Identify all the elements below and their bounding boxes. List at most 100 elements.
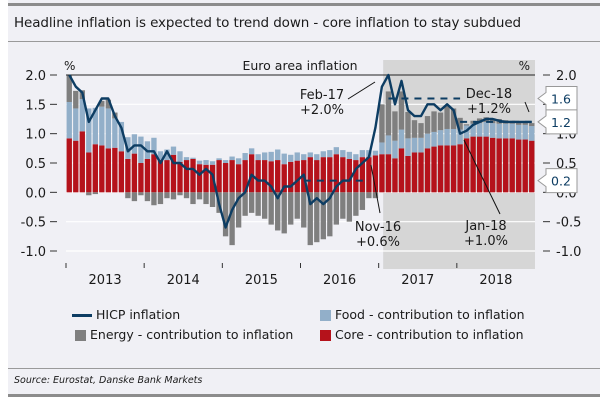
bar-core bbox=[431, 146, 437, 193]
bar-core bbox=[288, 161, 294, 193]
bar-energy bbox=[105, 99, 112, 109]
bar-food bbox=[92, 107, 98, 145]
y-tick-label-right: -1.0 bbox=[556, 245, 581, 260]
bar-core bbox=[190, 158, 196, 193]
legend-item-core: Core - contribution to inflation bbox=[320, 327, 524, 342]
bar-energy bbox=[144, 192, 151, 202]
x-tick-label: 2016 bbox=[323, 273, 356, 288]
bar-energy bbox=[281, 192, 287, 234]
legend-label: Core - contribution to inflation bbox=[335, 327, 524, 342]
bar-food bbox=[164, 149, 170, 161]
bar-core bbox=[327, 157, 333, 193]
annotation-dec18-value: +1.2% bbox=[467, 102, 511, 117]
bar-food bbox=[281, 153, 287, 165]
bar-energy bbox=[516, 121, 522, 125]
bar-core bbox=[307, 157, 313, 193]
bar-food bbox=[131, 134, 138, 154]
bar-energy bbox=[275, 192, 281, 231]
bar-energy bbox=[444, 105, 450, 129]
bar-energy bbox=[359, 192, 366, 210]
legend-label: Food - contribution to inflation bbox=[335, 307, 525, 322]
bar-core bbox=[405, 155, 411, 193]
y-tick-label-left: 0.5 bbox=[25, 157, 46, 172]
bar-core bbox=[379, 154, 385, 193]
bar-core bbox=[392, 158, 398, 193]
bar-food bbox=[503, 123, 509, 139]
bar-food bbox=[99, 106, 105, 146]
bar-energy bbox=[457, 117, 463, 130]
bar-food bbox=[170, 146, 177, 155]
bar-core bbox=[112, 147, 118, 193]
bar-core bbox=[496, 138, 502, 193]
bar-energy bbox=[418, 123, 424, 138]
bar-food bbox=[340, 150, 346, 158]
bar-energy bbox=[522, 121, 528, 125]
legend-line-swatch bbox=[72, 314, 92, 317]
bar-core bbox=[366, 157, 372, 193]
bar-food bbox=[509, 123, 515, 139]
y-tick-label-left: -1.0 bbox=[21, 245, 46, 260]
bar-food bbox=[444, 128, 450, 146]
bar-core bbox=[92, 144, 98, 193]
bar-food bbox=[86, 108, 92, 153]
annotation-jan18-month: Jan-18 bbox=[464, 219, 506, 234]
legend-item-energy: Energy - contribution to inflation bbox=[75, 327, 293, 342]
bar-food bbox=[275, 149, 281, 161]
bar-core bbox=[346, 158, 353, 193]
legend-box-swatch bbox=[75, 330, 86, 341]
bar-core bbox=[385, 154, 392, 193]
bar-core bbox=[333, 154, 339, 193]
bar-energy bbox=[463, 124, 470, 126]
bar-core bbox=[262, 160, 268, 193]
bar-energy bbox=[196, 192, 203, 200]
bar-food bbox=[457, 129, 463, 145]
annotation-feb17-month: Feb-17 bbox=[300, 88, 344, 103]
bar-food bbox=[424, 133, 431, 149]
bar-core bbox=[522, 139, 528, 193]
bar-core bbox=[489, 137, 496, 193]
bar-energy bbox=[229, 192, 235, 246]
callout-label: 1.6 bbox=[551, 91, 571, 106]
bar-core bbox=[118, 151, 125, 193]
legend-box-swatch bbox=[320, 330, 331, 341]
chart-heading: Headline inflation is expected to trend … bbox=[14, 15, 522, 31]
bar-energy bbox=[268, 192, 274, 225]
y-tick-label-right: -0.5 bbox=[556, 216, 581, 231]
bar-core bbox=[503, 138, 509, 193]
bar-energy bbox=[222, 192, 229, 237]
bar-core bbox=[314, 160, 320, 193]
bar-food bbox=[431, 131, 437, 147]
bar-energy bbox=[411, 120, 418, 138]
x-tick-label: 2015 bbox=[245, 273, 278, 288]
bar-food bbox=[418, 137, 424, 153]
bar-core bbox=[164, 160, 170, 193]
bar-food bbox=[248, 148, 255, 155]
bar-food bbox=[66, 101, 72, 139]
bar-food bbox=[489, 123, 496, 138]
legend-item-food: Food - contribution to inflation bbox=[320, 307, 525, 322]
bar-energy bbox=[333, 192, 339, 225]
bar-core bbox=[372, 155, 379, 193]
bar-food bbox=[450, 128, 457, 146]
annotation-dec18-month: Dec-18 bbox=[466, 87, 512, 102]
bar-energy bbox=[372, 192, 379, 199]
bar-energy bbox=[431, 111, 437, 132]
bar-food bbox=[522, 124, 528, 140]
bar-core bbox=[509, 138, 515, 193]
bar-core bbox=[105, 148, 112, 193]
callout-box bbox=[537, 109, 578, 135]
bar-core bbox=[222, 163, 229, 193]
bar-core bbox=[151, 154, 157, 193]
annotation-feb17-leader bbox=[347, 81, 376, 100]
bar-core bbox=[196, 164, 203, 193]
bar-core bbox=[340, 157, 346, 193]
bar-core bbox=[99, 145, 105, 193]
legend-item-hicp: HICP inflation bbox=[72, 307, 180, 322]
bar-energy bbox=[66, 75, 72, 102]
bar-core bbox=[516, 139, 522, 193]
y-axis-unit-right: % bbox=[519, 59, 530, 73]
bar-core bbox=[529, 140, 535, 193]
annotation-feb17-value: +2.0% bbox=[300, 103, 344, 118]
callout-1.2: 1.2 bbox=[537, 109, 578, 135]
bar-energy bbox=[353, 192, 359, 216]
